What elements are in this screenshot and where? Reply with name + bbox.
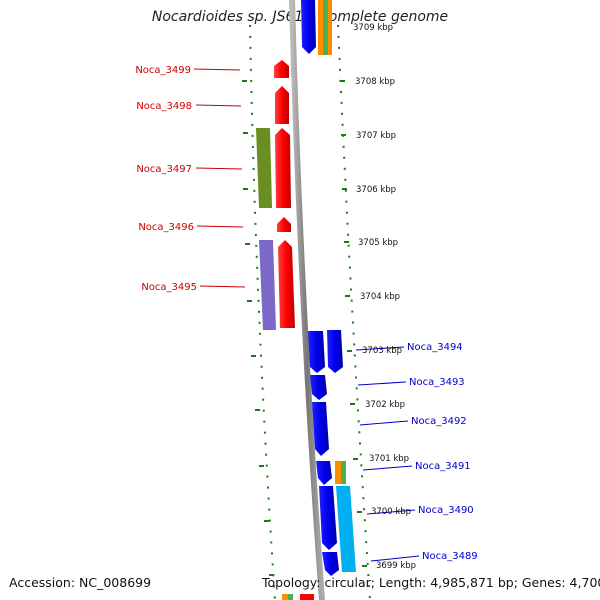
gene-top-arrow[interactable] xyxy=(301,0,316,54)
gene-noca-3490-arrow[interactable] xyxy=(319,486,337,550)
gene-label-noca-3499[interactable]: Noca_3499 xyxy=(135,65,191,76)
tick-label-3700: 3700 kbp xyxy=(371,507,411,517)
gene-label-noca-3496[interactable]: Noca_3496 xyxy=(138,222,194,233)
tick-label-3702: 3702 kbp xyxy=(365,400,405,410)
tick-label-3708: 3708 kbp xyxy=(355,77,395,87)
kbp-tick-labels: 3709 kbp 3708 kbp 3707 kbp 3706 kbp 3705… xyxy=(353,23,416,571)
major-ticks xyxy=(242,80,367,576)
gene-noca-3499-arrow[interactable] xyxy=(274,60,289,78)
gene-bottom-feature-green[interactable] xyxy=(288,594,293,600)
gene-top-feature-orange[interactable] xyxy=(318,0,323,55)
topology-label: Topology: circular; Length: 4,985,871 bp… xyxy=(262,575,600,590)
gene-label-noca-3493[interactable]: Noca_3493 xyxy=(409,377,465,388)
gene-noca-3494-arrow-a[interactable] xyxy=(308,331,325,373)
map-title: Nocardioides sp. JS614, complete genome xyxy=(151,9,449,25)
gene-label-noca-3494[interactable]: Noca_3494 xyxy=(407,342,463,353)
tick-label-3705: 3705 kbp xyxy=(358,238,398,248)
tick-label-3703: 3703 kbp xyxy=(362,346,402,356)
gene-label-noca-3489[interactable]: Noca_3489 xyxy=(422,551,478,562)
accession-label: Accession: NC_008699 xyxy=(9,575,152,590)
gene-label-noca-3497[interactable]: Noca_3497 xyxy=(136,164,192,175)
gene-noca-3497-feature[interactable] xyxy=(256,128,272,208)
outer-ring-guide-left xyxy=(249,24,276,600)
gene-noca-3496-arrow[interactable] xyxy=(277,217,291,232)
gene-label-noca-3491[interactable]: Noca_3491 xyxy=(415,461,471,472)
gene-label-noca-3495[interactable]: Noca_3495 xyxy=(141,282,197,293)
tick-label-3709: 3709 kbp xyxy=(353,23,393,33)
gene-noca-3489-arrow[interactable] xyxy=(322,552,339,576)
right-gene-labels: Noca_3494 Noca_3493 Noca_3492 Noca_3491 … xyxy=(407,342,478,562)
tick-label-3701: 3701 kbp xyxy=(369,454,409,464)
gene-bottom-feature-orange[interactable] xyxy=(282,594,288,600)
gene-noca-3495-arrow[interactable] xyxy=(278,240,295,328)
tick-label-3704: 3704 kbp xyxy=(360,292,400,302)
tick-label-3707: 3707 kbp xyxy=(356,131,396,141)
left-gene-labels: Noca_3499 Noca_3498 Noca_3497 Noca_3496 … xyxy=(135,65,197,293)
gene-top-feature-green[interactable] xyxy=(323,0,328,55)
gene-bottom-red[interactable] xyxy=(300,594,314,600)
gene-noca-3493-arrow[interactable] xyxy=(310,375,327,400)
gene-top-feature-orange-2[interactable] xyxy=(328,0,332,55)
tick-label-3699: 3699 kbp xyxy=(376,561,416,571)
gene-noca-3490-feature-cyan[interactable] xyxy=(336,486,356,572)
left-label-connectors xyxy=(193,68,246,288)
gene-noca-3491-arrow[interactable] xyxy=(316,461,332,485)
gene-label-noca-3490[interactable]: Noca_3490 xyxy=(418,505,474,516)
gene-label-noca-3498[interactable]: Noca_3498 xyxy=(136,101,192,112)
gene-noca-3495-feature[interactable] xyxy=(259,240,276,330)
gene-noca-3494-arrow-b[interactable] xyxy=(327,330,343,373)
gene-label-noca-3492[interactable]: Noca_3492 xyxy=(411,416,467,427)
gene-noca-3491-feature-green[interactable] xyxy=(341,461,346,484)
reverse-strand-genes xyxy=(282,0,356,600)
gene-noca-3492-arrow[interactable] xyxy=(312,402,329,456)
genome-backbone xyxy=(289,0,325,600)
gene-noca-3491-feature-orange[interactable] xyxy=(335,461,341,484)
gene-noca-3498-arrow[interactable] xyxy=(275,86,289,124)
right-label-connectors xyxy=(355,346,420,562)
forward-strand-genes xyxy=(256,60,295,330)
gene-noca-3497-arrow[interactable] xyxy=(275,128,291,208)
outer-ring-guide-right xyxy=(337,24,371,600)
tick-label-3706: 3706 kbp xyxy=(356,185,396,195)
